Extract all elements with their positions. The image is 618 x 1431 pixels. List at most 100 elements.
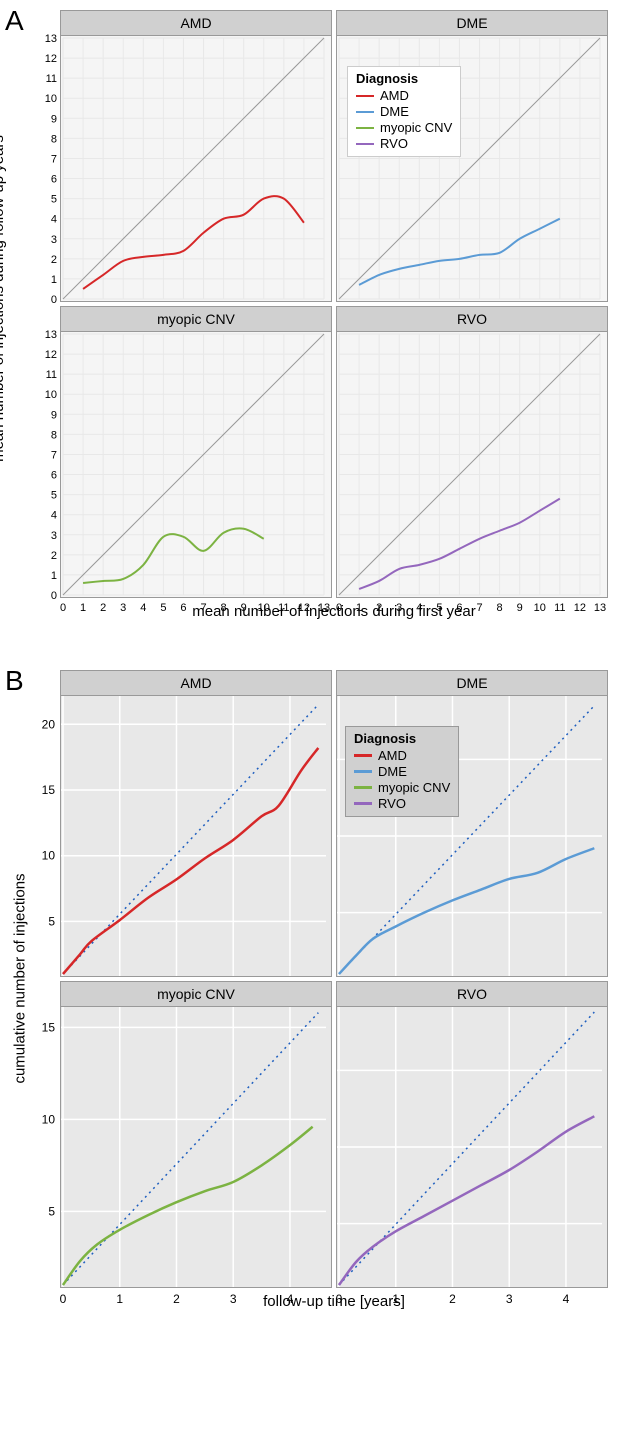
svg-text:11: 11 bbox=[554, 602, 565, 614]
panel-header: RVO bbox=[337, 307, 607, 332]
svg-text:2: 2 bbox=[100, 602, 106, 614]
svg-text:9: 9 bbox=[51, 113, 57, 125]
svg-text:4: 4 bbox=[563, 1292, 570, 1306]
svg-text:3: 3 bbox=[51, 530, 57, 542]
panel-header: AMD bbox=[61, 11, 331, 36]
svg-text:3: 3 bbox=[506, 1292, 513, 1306]
svg-text:12: 12 bbox=[298, 602, 310, 614]
svg-text:10: 10 bbox=[534, 602, 546, 614]
legend: Diagnosis AMDDMEmyopic CNVRVO bbox=[347, 66, 461, 157]
panel-header: AMD bbox=[61, 671, 331, 696]
svg-text:2: 2 bbox=[376, 602, 382, 614]
panel-header: DME bbox=[337, 11, 607, 36]
legend-label: DME bbox=[380, 104, 409, 119]
legend-label: RVO bbox=[378, 796, 406, 811]
svg-text:13: 13 bbox=[45, 329, 57, 341]
svg-text:10: 10 bbox=[45, 93, 57, 105]
svg-text:0: 0 bbox=[336, 602, 342, 614]
figure-a-y-label: mean number of injections during follow-… bbox=[0, 135, 7, 462]
svg-text:6: 6 bbox=[51, 470, 57, 482]
svg-text:1: 1 bbox=[80, 602, 86, 614]
svg-text:7: 7 bbox=[476, 602, 482, 614]
legend-item: myopic CNV bbox=[356, 120, 452, 135]
svg-text:2: 2 bbox=[173, 1292, 180, 1306]
legend-title: Diagnosis bbox=[354, 731, 450, 746]
figure-b-label: B bbox=[5, 665, 24, 697]
panel-header: DME bbox=[337, 671, 607, 696]
svg-text:6: 6 bbox=[456, 602, 462, 614]
legend-item: DME bbox=[354, 764, 450, 779]
panel-rvo: RVO012345678910111213 bbox=[336, 306, 608, 598]
svg-text:7: 7 bbox=[200, 602, 206, 614]
legend-label: RVO bbox=[380, 136, 408, 151]
svg-text:10: 10 bbox=[258, 602, 270, 614]
svg-text:5: 5 bbox=[48, 914, 55, 928]
svg-text:3: 3 bbox=[51, 234, 57, 246]
svg-text:0: 0 bbox=[51, 590, 57, 602]
panel-myopic-cnv: myopic CNV5101501234 bbox=[60, 981, 332, 1288]
svg-text:13: 13 bbox=[318, 602, 330, 614]
legend-label: myopic CNV bbox=[378, 780, 450, 795]
svg-text:9: 9 bbox=[517, 602, 523, 614]
figure-a-label: A bbox=[5, 5, 24, 37]
svg-text:8: 8 bbox=[497, 602, 503, 614]
figure-b-grid: AMD5101520DMEDiagnosisAMDDMEmyopic CNVRV… bbox=[60, 670, 608, 1288]
svg-text:5: 5 bbox=[51, 490, 57, 502]
legend-label: myopic CNV bbox=[380, 120, 452, 135]
svg-text:4: 4 bbox=[51, 510, 57, 522]
svg-text:5: 5 bbox=[48, 1204, 55, 1218]
figure-a: A mean number of injections during follo… bbox=[10, 10, 608, 620]
svg-text:10: 10 bbox=[42, 849, 56, 863]
svg-text:0: 0 bbox=[336, 1292, 343, 1306]
figure-b: B cumulative number of injections AMD510… bbox=[10, 670, 608, 1310]
svg-text:8: 8 bbox=[51, 133, 57, 145]
svg-text:8: 8 bbox=[51, 429, 57, 441]
panel-dme: DMEDiagnosisAMDDMEmyopic CNVRVO bbox=[336, 10, 608, 302]
svg-text:12: 12 bbox=[45, 53, 57, 65]
svg-text:2: 2 bbox=[51, 550, 57, 562]
svg-text:13: 13 bbox=[45, 33, 57, 45]
svg-text:15: 15 bbox=[42, 1020, 56, 1034]
svg-text:6: 6 bbox=[180, 602, 186, 614]
svg-text:1: 1 bbox=[116, 1292, 123, 1306]
svg-text:9: 9 bbox=[51, 409, 57, 421]
panel-dme: DMEDiagnosisAMDDMEmyopic CNVRVO bbox=[336, 670, 608, 977]
svg-text:4: 4 bbox=[140, 602, 146, 614]
svg-text:12: 12 bbox=[45, 349, 57, 361]
panel-myopic-cnv: myopic CNV012345678910111213012345678910… bbox=[60, 306, 332, 598]
legend-item: RVO bbox=[354, 796, 450, 811]
panel-amd: AMD012345678910111213 bbox=[60, 10, 332, 302]
legend-item: RVO bbox=[356, 136, 452, 151]
legend-item: DME bbox=[356, 104, 452, 119]
svg-text:10: 10 bbox=[42, 1112, 56, 1126]
svg-text:5: 5 bbox=[436, 602, 442, 614]
svg-text:0: 0 bbox=[60, 1292, 67, 1306]
panel-header: myopic CNV bbox=[61, 307, 331, 332]
svg-text:5: 5 bbox=[160, 602, 166, 614]
legend: Diagnosis AMDDMEmyopic CNVRVO bbox=[345, 726, 459, 817]
svg-text:11: 11 bbox=[46, 73, 57, 85]
svg-text:6: 6 bbox=[51, 174, 57, 186]
svg-text:3: 3 bbox=[120, 602, 126, 614]
svg-text:1: 1 bbox=[51, 274, 57, 286]
svg-text:11: 11 bbox=[278, 602, 289, 614]
svg-text:4: 4 bbox=[416, 602, 422, 614]
legend-label: AMD bbox=[378, 748, 407, 763]
svg-text:8: 8 bbox=[221, 602, 227, 614]
svg-text:0: 0 bbox=[60, 602, 66, 614]
svg-text:9: 9 bbox=[241, 602, 247, 614]
svg-text:7: 7 bbox=[51, 153, 57, 165]
svg-text:1: 1 bbox=[356, 602, 362, 614]
svg-text:13: 13 bbox=[594, 602, 606, 614]
svg-text:10: 10 bbox=[45, 389, 57, 401]
panel-amd: AMD5101520 bbox=[60, 670, 332, 977]
svg-text:5: 5 bbox=[51, 194, 57, 206]
legend-title: Diagnosis bbox=[356, 71, 452, 86]
legend-label: AMD bbox=[380, 88, 409, 103]
svg-text:15: 15 bbox=[42, 783, 56, 797]
svg-text:7: 7 bbox=[51, 449, 57, 461]
svg-text:3: 3 bbox=[230, 1292, 237, 1306]
svg-text:11: 11 bbox=[46, 369, 57, 381]
legend-item: AMD bbox=[354, 748, 450, 763]
svg-text:4: 4 bbox=[287, 1292, 294, 1306]
